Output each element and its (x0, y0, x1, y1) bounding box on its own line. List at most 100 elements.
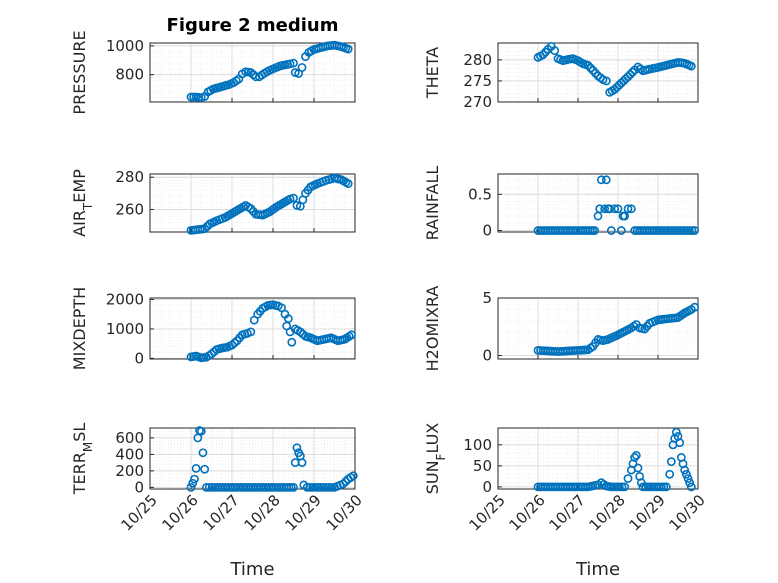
data-point (606, 226, 616, 235)
data-point (289, 193, 298, 203)
y-tick-label: 280 (115, 168, 144, 186)
data-point (550, 46, 560, 55)
y-axis-label: PRESSURE (70, 30, 89, 114)
data-point (200, 224, 210, 234)
plot-frame (497, 297, 699, 360)
data-point (196, 426, 206, 436)
data-point (621, 74, 631, 84)
data-point (610, 204, 620, 214)
data-point (207, 349, 216, 359)
x-tick-label: 10/28 (241, 491, 284, 534)
data-point (227, 340, 237, 350)
y-axis-label: SUNFLUX (423, 423, 448, 495)
data-point (292, 201, 302, 210)
data-point (305, 482, 315, 492)
plot-frame (497, 42, 699, 103)
data-point (623, 474, 633, 483)
data-point (191, 463, 201, 473)
y-tick-label: 0 (134, 349, 144, 367)
data-point (188, 478, 198, 488)
y-tick-label: 1000 (106, 37, 144, 55)
data-point (680, 465, 690, 475)
series-markers (533, 427, 696, 492)
data-point (685, 478, 695, 488)
data-point (633, 463, 643, 473)
x-tick-label: 10/29 (626, 491, 669, 534)
data-point (313, 482, 323, 492)
data-point (684, 226, 694, 235)
data-point (198, 448, 208, 458)
x-tick-label: 10/25 (466, 491, 509, 534)
data-point (327, 482, 337, 492)
y-axis-label: AIRTEMP (70, 169, 95, 237)
subplot-rainfall: 0 0.5 RAINFALL (423, 166, 700, 240)
series-markers (186, 300, 356, 363)
data-point (324, 482, 334, 492)
y-tick-label: 0 (482, 222, 492, 240)
data-point (601, 175, 611, 185)
data-point (605, 204, 615, 214)
y-axis-label: TERRMSL (70, 423, 95, 496)
data-point (681, 469, 691, 479)
y-tick-label: 200 (115, 462, 144, 480)
y-tick-label: 50 (473, 457, 492, 475)
data-point (200, 464, 210, 474)
plot-frame (149, 42, 356, 103)
x-axis-label: Time (229, 559, 274, 580)
data-point (321, 482, 331, 492)
x-tick-label: 10/25 (118, 491, 161, 534)
y-axis-label: MIXDEPTH (70, 287, 89, 370)
data-point (201, 482, 211, 492)
data-point (600, 204, 610, 214)
y-tick-label: 270 (463, 93, 492, 111)
data-point (310, 482, 320, 492)
data-point (343, 44, 353, 54)
data-point (590, 226, 600, 235)
data-point (666, 457, 676, 467)
data-point (295, 327, 305, 337)
data-point (631, 450, 641, 460)
x-tick-label: 10/29 (282, 491, 325, 534)
data-point (625, 70, 635, 79)
data-point (686, 482, 696, 492)
y-tick-label: 260 (115, 200, 144, 218)
data-point (277, 303, 286, 313)
data-point (630, 453, 640, 462)
data-point (586, 63, 595, 73)
data-point (204, 482, 214, 492)
x-tick-label: 10/30 (323, 491, 366, 534)
data-point (319, 482, 328, 492)
y-tick-label: 100 (463, 436, 492, 454)
subplot-mixdepth: 0 1000 2000 MIXDEPTH (70, 287, 356, 370)
data-point (665, 469, 675, 479)
data-point (285, 59, 295, 69)
data-point (348, 471, 358, 481)
data-point (583, 60, 593, 70)
data-point (287, 337, 297, 347)
series-markers (533, 41, 696, 97)
data-point (308, 482, 318, 492)
data-point (316, 482, 326, 492)
data-point (230, 338, 239, 348)
data-point (675, 438, 685, 448)
y-tick-label: 280 (463, 51, 492, 69)
y-tick-label: 1000 (106, 320, 144, 338)
data-point (297, 63, 307, 72)
y-tick-label: 0 (134, 478, 144, 496)
data-point (690, 302, 700, 312)
plot-frame (149, 173, 356, 233)
y-tick-label: 800 (115, 66, 144, 84)
y-tick-label: 0.5 (468, 185, 492, 203)
data-point (302, 482, 312, 492)
data-point (620, 211, 630, 221)
x-tick-label: 10/30 (666, 491, 709, 534)
series-markers (533, 302, 700, 356)
data-point (190, 474, 199, 484)
x-tick-label: 10/26 (159, 491, 202, 534)
data-point (347, 330, 356, 340)
y-tick-label: 600 (115, 429, 144, 447)
data-point (683, 474, 693, 483)
y-tick-label: 2000 (106, 290, 144, 308)
data-point (687, 226, 697, 235)
